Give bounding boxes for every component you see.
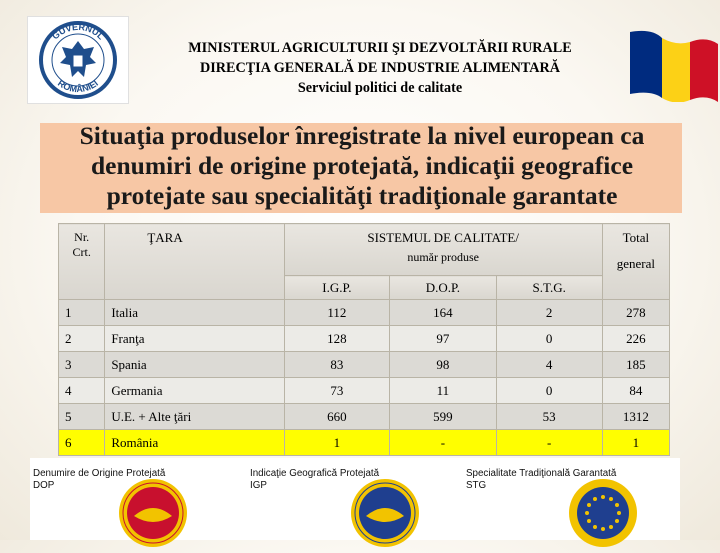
header-crt: Crt. [72, 245, 91, 259]
cell-total: 185 [601, 351, 671, 378]
cell-dop: 164 [389, 299, 497, 326]
header-dop: D.O.P. [389, 275, 497, 300]
cell-tara: Italia [104, 299, 285, 326]
stg-label-abbr: STG [466, 480, 487, 491]
cell-tara: Germania [104, 377, 285, 404]
header-stg: S.T.G. [495, 275, 603, 300]
quality-logos-footer: Denumire de Origine Protejată DOP Indica… [30, 458, 680, 547]
cell-stg: 2 [495, 299, 603, 326]
stg-label-text: Specialitate Tradiţională Garantată [466, 468, 617, 479]
cell-nr: 6 [57, 429, 106, 456]
cell-nr: 1 [57, 299, 106, 326]
table-row: 4 Germania 73 11 0 84 [57, 377, 671, 404]
cell-tara: U.E. + Alte ţări [104, 403, 285, 430]
cell-stg: 0 [495, 325, 603, 352]
slide-title: Situaţia produselor înregistrate la nive… [38, 121, 686, 211]
dop-seal-icon [118, 478, 188, 553]
header-directorate-line: DIRECŢIA GENERALĂ DE INDUSTRIE ALIMENTAR… [199, 60, 560, 76]
romanian-flag-image [628, 28, 720, 103]
cell-igp: 660 [283, 403, 391, 430]
header-numar-produse: număr produse [407, 250, 479, 264]
dop-label: Denumire de Origine Protejată DOP [33, 468, 165, 492]
table-row-romania: 6 România 1 - - 1 [57, 429, 671, 456]
cell-dop: 97 [389, 325, 497, 352]
stg-seal-icon [568, 478, 638, 553]
cell-igp: 128 [283, 325, 391, 352]
cell-dop: 11 [389, 377, 497, 404]
cell-total: 84 [601, 377, 671, 404]
title-line-3: protejate sau specialităţi tradiţionale … [106, 181, 618, 210]
cell-tara: România [104, 429, 285, 456]
cell-igp: 83 [283, 351, 391, 378]
cell-igp: 73 [283, 377, 391, 404]
header-quality-system: SISTEMUL DE CALITATE/ număr produse [283, 223, 603, 276]
ministry-header: MINISTERUL AGRICULTURII ŞI DEZVOLTĂRII R… [130, 38, 630, 98]
igp-label: Indicaţie Geografică Protejată IGP [250, 468, 379, 492]
header-total: Total general [601, 223, 671, 300]
cell-stg: - [495, 429, 603, 456]
cell-total: 226 [601, 325, 671, 352]
header-ministry-line: MINISTERUL AGRICULTURII ŞI DEZVOLTĂRII R… [188, 40, 572, 56]
cell-dop: 599 [389, 403, 497, 430]
title-line-2: denumiri de origine protejată, indicaţii… [90, 151, 634, 180]
cell-igp: 112 [283, 299, 391, 326]
cell-stg: 53 [495, 403, 603, 430]
stg-label: Specialitate Tradiţională Garantată STG [466, 468, 616, 492]
cell-dop: 98 [389, 351, 497, 378]
title-line-1: Situaţia produselor înregistrate la nive… [79, 121, 645, 150]
header-nr: Nr. [74, 230, 90, 244]
crest-text-bottom: ROMÂNIEI [56, 78, 100, 94]
cell-stg: 4 [495, 351, 603, 378]
header-general-label: general [616, 256, 656, 271]
header-nr-crt: Nr. Crt. [57, 223, 106, 300]
table-row: 5 U.E. + Alte ţări 660 599 53 1312 [57, 403, 671, 430]
header-igp: I.G.P. [283, 275, 391, 300]
quality-products-table: Nr. Crt. ŢARA SISTEMUL DE CALITATE/ numă… [57, 223, 671, 456]
cell-nr: 2 [57, 325, 106, 352]
dop-label-abbr: DOP [33, 480, 55, 491]
svg-text:ROMÂNIEI: ROMÂNIEI [56, 78, 100, 94]
header-sistem: SISTEMUL DE CALITATE/ [367, 230, 519, 245]
header-service-line: Serviciul politici de calitate [297, 80, 463, 96]
cell-tara: Franţa [104, 325, 285, 352]
government-crest-logo: GUVERNUL ROMÂNIEI [27, 16, 129, 104]
cell-dop: - [389, 429, 497, 456]
header-tara: ŢARA [104, 223, 285, 300]
table-header-row: Nr. Crt. ŢARA SISTEMUL DE CALITATE/ numă… [57, 223, 671, 300]
cell-nr: 5 [57, 403, 106, 430]
cell-total: 278 [601, 299, 671, 326]
igp-label-text: Indicaţie Geografică Protejată [250, 468, 380, 479]
table-subheader-row: I.G.P. D.O.P. S.T.G. [59, 275, 670, 300]
cell-tara: Spania [104, 351, 285, 378]
header-total-label: Total [622, 230, 650, 245]
cell-nr: 4 [57, 377, 106, 404]
cell-total: 1 [601, 429, 671, 456]
cell-nr: 3 [57, 351, 106, 378]
table-row: 3 Spania 83 98 4 185 [57, 351, 671, 378]
cell-total: 1312 [601, 403, 671, 430]
table-row: 2 Franţa 128 97 0 226 [57, 325, 671, 352]
igp-label-abbr: IGP [250, 480, 267, 491]
cell-igp: 1 [283, 429, 391, 456]
title-background [40, 123, 682, 213]
table-row: 1 Italia 112 164 2 278 [57, 299, 671, 326]
dop-label-text: Denumire de Origine Protejată [33, 468, 166, 479]
igp-seal-icon [350, 478, 420, 553]
cell-stg: 0 [495, 377, 603, 404]
